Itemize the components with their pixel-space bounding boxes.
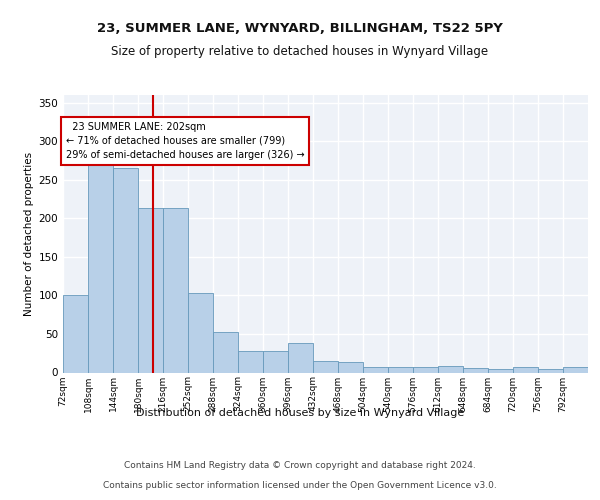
Text: 23, SUMMER LANE, WYNYARD, BILLINGHAM, TS22 5PY: 23, SUMMER LANE, WYNYARD, BILLINGHAM, TS… xyxy=(97,22,503,36)
Text: Contains public sector information licensed under the Open Government Licence v3: Contains public sector information licen… xyxy=(103,480,497,490)
Text: Size of property relative to detached houses in Wynyard Village: Size of property relative to detached ho… xyxy=(112,45,488,58)
Bar xyxy=(488,370,512,372)
Y-axis label: Number of detached properties: Number of detached properties xyxy=(24,152,34,316)
Bar xyxy=(163,208,188,372)
Bar xyxy=(113,168,137,372)
Bar xyxy=(288,343,313,372)
Text: Contains HM Land Registry data © Crown copyright and database right 2024.: Contains HM Land Registry data © Crown c… xyxy=(124,462,476,470)
Bar xyxy=(238,351,263,372)
Bar xyxy=(63,296,88,372)
Bar xyxy=(263,351,287,372)
Bar xyxy=(188,293,212,372)
Bar xyxy=(88,149,113,372)
Bar xyxy=(313,361,338,372)
Bar xyxy=(463,368,488,372)
Text: Distribution of detached houses by size in Wynyard Village: Distribution of detached houses by size … xyxy=(136,408,464,418)
Bar xyxy=(213,332,238,372)
Bar xyxy=(388,367,413,372)
Bar xyxy=(413,367,437,372)
Bar xyxy=(138,208,163,372)
Bar xyxy=(563,367,587,372)
Bar xyxy=(363,367,388,372)
Bar xyxy=(438,366,463,372)
Bar xyxy=(338,362,362,372)
Bar xyxy=(513,367,538,372)
Text: 23 SUMMER LANE: 202sqm
← 71% of detached houses are smaller (799)
29% of semi-de: 23 SUMMER LANE: 202sqm ← 71% of detached… xyxy=(66,122,304,160)
Bar xyxy=(538,370,563,372)
